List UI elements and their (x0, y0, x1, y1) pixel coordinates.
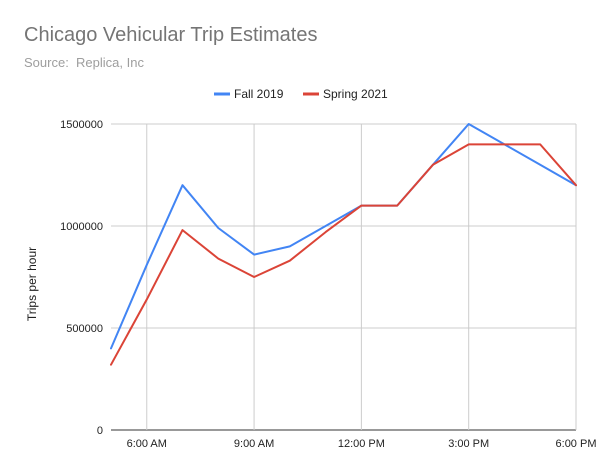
legend-label: Fall 2019 (234, 87, 284, 101)
y-tick-label: 1000000 (60, 221, 103, 233)
legend: Fall 2019 Spring 2021 (214, 87, 388, 101)
x-tick-label: 9:00 AM (234, 438, 274, 450)
y-tick-label: 0 (97, 425, 103, 437)
x-tick-label: 6:00 AM (127, 438, 167, 450)
y-axis-title: Trips per hour (25, 247, 39, 321)
y-tick-label: 500000 (66, 323, 103, 335)
x-tick-label: 3:00 PM (448, 438, 489, 450)
series-line-0 (110, 123, 577, 350)
tick-labels: 0 500000 1000000 1500000 6:00 AM 9:00 AM 12:00… (60, 119, 596, 450)
chart-subtitle: Source: Replica, Inc (24, 55, 144, 70)
grid (111, 123, 577, 431)
x-tick-label: 12:00 PM (338, 438, 385, 450)
series-line-1 (110, 143, 577, 366)
y-tick-label: 1500000 (60, 119, 103, 131)
series-layer (110, 123, 577, 366)
legend-label: Spring 2021 (323, 87, 388, 101)
chart-title: Chicago Vehicular Trip Estimates (24, 24, 318, 46)
x-tick-label: 6:00 PM (556, 438, 597, 450)
